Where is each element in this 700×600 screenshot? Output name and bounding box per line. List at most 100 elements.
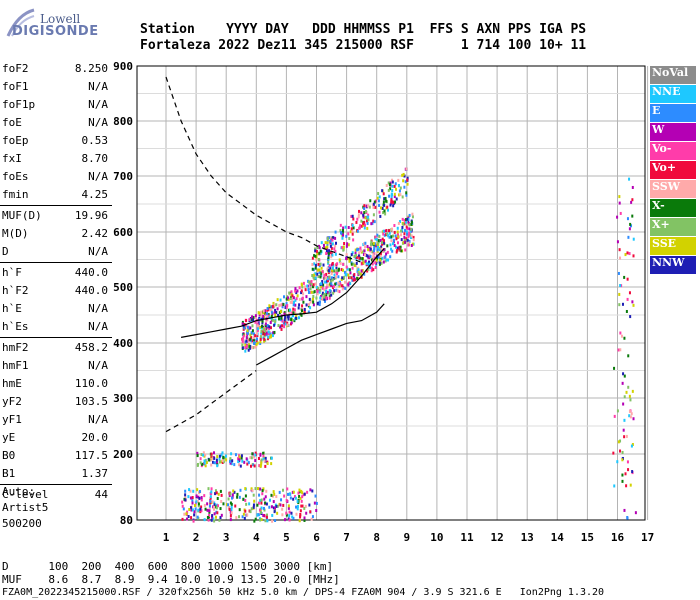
- echo-point: [626, 217, 629, 221]
- echo-point: [276, 298, 279, 302]
- echo-point: [345, 257, 348, 261]
- echo-point: [271, 519, 274, 523]
- echo-point: [385, 252, 388, 256]
- param-row: foF1 N/A: [0, 78, 112, 96]
- echo-point: [283, 312, 286, 316]
- echo-point: [320, 273, 323, 277]
- echo-point: [619, 211, 622, 215]
- echo-point: [309, 510, 312, 514]
- echo-point: [390, 200, 393, 204]
- echo-point: [407, 221, 410, 225]
- echo-point: [270, 305, 273, 309]
- param-value: N/A: [88, 413, 108, 426]
- echo-point: [332, 236, 335, 240]
- echo-point: [349, 230, 352, 234]
- echo-point: [265, 319, 268, 323]
- echo-point: [343, 270, 346, 274]
- echo-point: [328, 264, 331, 268]
- echo-point: [217, 492, 220, 496]
- echo-point: [352, 262, 355, 266]
- echo-point: [302, 493, 305, 497]
- echo-point: [388, 231, 391, 235]
- echo-point: [204, 453, 207, 457]
- echo-marks: [181, 167, 637, 523]
- echo-point: [260, 462, 263, 466]
- echo-point: [328, 249, 331, 253]
- echo-point: [309, 287, 312, 291]
- echo-point: [366, 226, 369, 230]
- echo-point: [239, 488, 242, 492]
- echo-point: [282, 503, 285, 507]
- echo-point: [351, 223, 354, 227]
- echo-point: [312, 303, 315, 307]
- echo-point: [356, 276, 359, 280]
- legend-item: Vo-: [650, 142, 696, 160]
- echo-point: [259, 326, 262, 330]
- echo-point: [368, 246, 371, 250]
- echo-point: [619, 256, 622, 260]
- echo-point: [390, 194, 393, 198]
- echo-point: [214, 515, 217, 519]
- echo-point: [377, 254, 380, 258]
- echo-point: [241, 322, 244, 326]
- echo-point: [325, 272, 328, 276]
- echo-point: [630, 412, 633, 416]
- param-label: yF2: [2, 395, 22, 408]
- echo-point: [266, 337, 269, 341]
- echo-point: [271, 513, 274, 517]
- echo-point: [269, 332, 272, 336]
- echo-point: [264, 464, 267, 468]
- echo-point: [370, 258, 373, 262]
- echo-point: [287, 298, 290, 302]
- y-tick-label: 500: [113, 281, 133, 294]
- x-tick-label: 4: [253, 531, 260, 544]
- param-value: N/A: [88, 170, 108, 183]
- echo-point: [391, 180, 394, 184]
- echo-point: [264, 322, 267, 326]
- echo-point: [214, 505, 217, 509]
- echo-point: [351, 230, 354, 234]
- echo-point: [253, 499, 256, 503]
- echo-point: [256, 503, 259, 507]
- echo-point: [373, 256, 376, 260]
- echo-point: [317, 268, 320, 272]
- echo-point: [375, 259, 378, 263]
- param-value: N/A: [88, 98, 108, 111]
- echo-point: [340, 284, 343, 288]
- echo-point: [236, 457, 239, 461]
- series-virtual-height-trace: [180, 248, 385, 338]
- echo-point: [301, 504, 304, 508]
- echo-point: [203, 503, 206, 507]
- echo-point: [227, 497, 230, 501]
- logo-digisonde-text: DIGISONDE: [12, 24, 99, 39]
- echo-point: [376, 248, 379, 252]
- echo-point: [259, 508, 262, 512]
- echo-point: [202, 451, 205, 455]
- echo-point: [280, 316, 283, 320]
- echo-point: [404, 228, 407, 232]
- echo-point: [310, 280, 313, 284]
- echo-point: [211, 456, 214, 460]
- echo-point: [293, 308, 296, 312]
- x-tick-label: 13: [521, 531, 534, 544]
- echo-point: [211, 500, 214, 504]
- echo-point: [389, 243, 392, 247]
- echo-point: [269, 321, 272, 325]
- echo-point: [213, 503, 216, 507]
- echo-point: [220, 493, 223, 497]
- echo-point: [248, 502, 251, 506]
- param-label: yF1: [2, 413, 22, 426]
- echo-point: [305, 511, 308, 515]
- echo-point: [395, 235, 398, 239]
- echo-point: [336, 289, 339, 293]
- param-value: N/A: [88, 302, 108, 315]
- echo-point: [303, 310, 306, 314]
- echo-point: [244, 349, 247, 353]
- echo-point: [398, 245, 401, 249]
- echo-point: [274, 320, 277, 324]
- echo-point: [405, 225, 408, 229]
- echo-point: [369, 199, 372, 203]
- echo-point: [333, 289, 336, 293]
- echo-point: [335, 241, 338, 245]
- echo-point: [315, 258, 318, 262]
